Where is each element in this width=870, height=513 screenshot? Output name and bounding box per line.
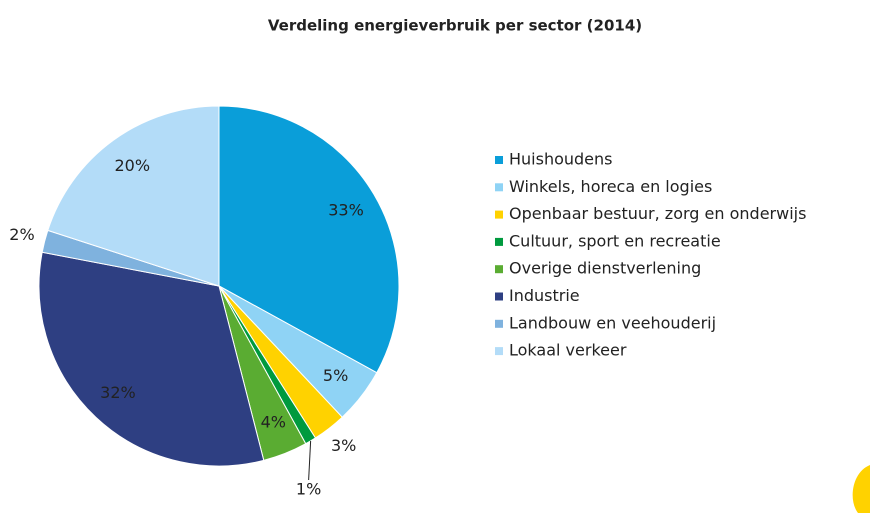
legend-swatch: [495, 265, 503, 274]
legend-label: Overige dienstverlening: [509, 259, 701, 278]
legend-label: Huishoudens: [509, 150, 613, 169]
legend-swatch: [495, 183, 503, 192]
legend-label: Landbouw en veehouderij: [509, 313, 716, 332]
data-label: 3%: [331, 436, 356, 455]
data-label: 5%: [323, 366, 348, 385]
legend-swatch: [495, 210, 503, 219]
data-label: 20%: [114, 156, 150, 175]
data-label: 4%: [261, 413, 286, 432]
legend-label: Industrie: [509, 286, 580, 305]
legend-swatch: [495, 292, 503, 301]
legend-label: Winkels, horeca en logies: [509, 177, 712, 196]
legend-swatch: [495, 319, 503, 328]
legend-swatch: [495, 156, 503, 164]
legend-swatch: [495, 347, 503, 356]
leader-line: [308, 440, 312, 481]
data-label: 32%: [100, 383, 136, 402]
pie-slice: [47, 105, 220, 287]
legend-label: Cultuur, sport en recreatie: [509, 231, 721, 250]
legend-swatch: [495, 237, 503, 246]
logo: [852, 465, 870, 513]
pie-slice: [218, 105, 400, 374]
legend-label: Lokaal verkeer: [509, 341, 627, 360]
data-label: 1%: [296, 480, 321, 499]
data-label: 2%: [9, 225, 34, 244]
data-label: 33%: [328, 200, 364, 219]
chart-title: Verdeling energieverbruik per sector (20…: [268, 17, 642, 35]
legend-label: Openbaar bestuur, zorg en onderwijs: [509, 204, 806, 223]
pie-slice: [38, 251, 265, 467]
